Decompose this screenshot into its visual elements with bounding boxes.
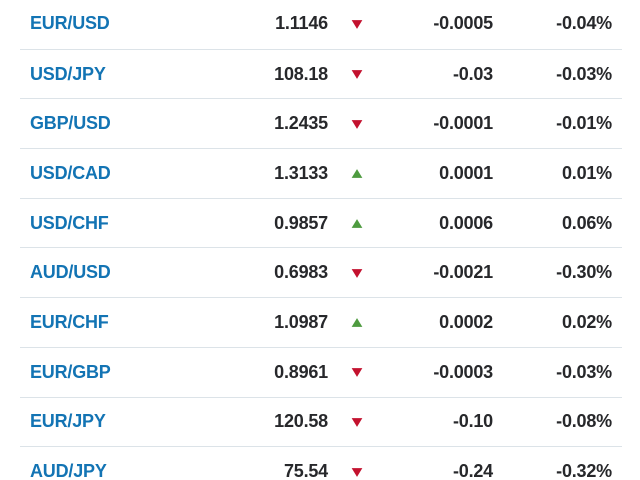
arrow-down-icon: ▼ [351,464,363,479]
arrow-down-icon: ▼ [351,117,363,131]
currency-pair-link[interactable]: AUD/JPY [30,461,107,480]
last-price: 0.9857 [274,212,328,233]
arrow-down-icon: ▼ [351,365,363,379]
change-value: -0.0021 [433,262,493,283]
last-price: 75.54 [283,461,328,480]
change-value: -0.0005 [433,13,493,34]
fx-rate-row: AUD/USD 0.6983 ▼ -0.0021 -0.30% [20,247,622,297]
fx-rate-row: AUD/JPY 75.54 ▼ -0.24 -0.32% [20,446,622,480]
arrow-up-icon: ▲ [351,216,363,230]
currency-pair-link[interactable]: EUR/USD [30,13,110,34]
percent-change: 0.06% [561,212,612,233]
currency-pair-link[interactable]: USD/CAD [30,162,111,183]
percent-change: 0.01% [561,162,612,183]
change-value: 0.0001 [439,162,493,183]
arrow-down-icon: ▼ [351,415,363,429]
percent-change: 0.02% [561,311,612,332]
change-value: -0.10 [452,411,493,432]
arrow-down-icon: ▼ [351,67,363,81]
fx-rate-row: EUR/GBP 0.8961 ▼ -0.0003 -0.03% [20,346,622,397]
currency-pair-link[interactable]: AUD/USD [30,262,111,283]
last-price: 0.8961 [274,361,328,382]
percent-change: -0.03% [556,361,612,382]
currency-pair-link[interactable]: EUR/CHF [30,311,109,332]
fx-rate-row: EUR/USD 1.1146 ▼ -0.0005 -0.04% [20,0,622,49]
last-price: 120.58 [274,411,328,432]
arrow-down-icon: ▼ [351,266,363,280]
change-value: 0.0006 [439,212,493,233]
currency-pair-link[interactable]: EUR/GBP [30,361,111,382]
last-price: 0.6983 [274,262,328,283]
last-price: 1.2435 [274,113,328,134]
last-price: 1.1146 [275,13,328,34]
change-value: -0.03 [452,63,493,84]
percent-change: -0.32% [556,461,612,480]
last-price: 1.0987 [274,311,328,332]
percent-change: -0.30% [556,262,612,283]
arrow-up-icon: ▲ [351,166,363,180]
change-value: 0.0002 [439,311,493,332]
fx-rate-row: USD/JPY 108.18 ▼ -0.03 -0.03% [20,48,622,99]
percent-change: -0.01% [556,113,612,134]
percent-change: -0.08% [556,411,612,432]
fx-rate-row: USD/CAD 1.3133 ▲ 0.0001 0.01% [20,148,622,198]
currency-pair-link[interactable]: USD/CHF [30,212,109,233]
percent-change: -0.04% [556,13,612,34]
change-value: -0.0003 [433,361,493,382]
currency-pair-link[interactable]: USD/JPY [30,63,106,84]
change-value: -0.0001 [433,113,493,134]
fx-rate-row: USD/CHF 0.9857 ▲ 0.0006 0.06% [20,197,622,248]
arrow-down-icon: ▼ [351,17,363,31]
change-value: -0.24 [452,461,493,480]
fx-rate-row: EUR/CHF 1.0987 ▲ 0.0002 0.02% [20,297,622,347]
last-price: 108.18 [274,63,328,84]
currency-pair-link[interactable]: GBP/USD [30,113,111,134]
last-price: 1.3133 [274,162,328,183]
percent-change: -0.03% [556,63,612,84]
arrow-up-icon: ▲ [351,315,363,330]
fx-rate-row: GBP/USD 1.2435 ▼ -0.0001 -0.01% [20,98,622,148]
currency-pair-link[interactable]: EUR/JPY [30,411,106,432]
fx-rate-row: EUR/JPY 120.58 ▼ -0.10 -0.08% [20,396,622,447]
